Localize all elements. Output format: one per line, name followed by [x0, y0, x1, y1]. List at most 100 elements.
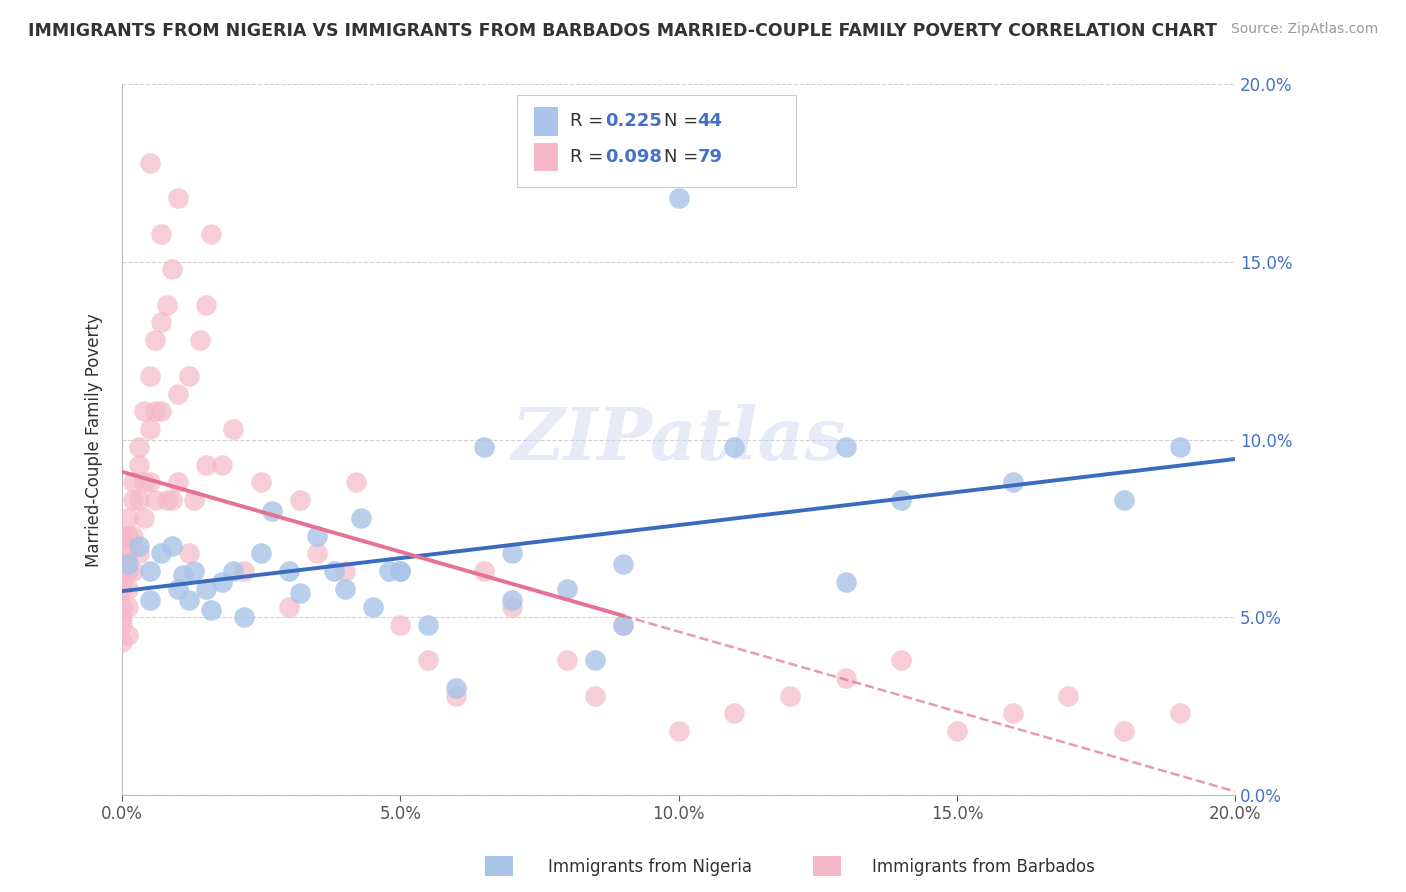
Point: [612, 617, 634, 632]
Point: [166, 582, 188, 596]
Point: [555, 653, 578, 667]
Point: [233, 564, 256, 578]
Point: [890, 653, 912, 667]
Point: [128, 440, 150, 454]
Point: [501, 599, 523, 614]
Point: [378, 564, 401, 578]
Point: [139, 368, 162, 383]
Point: [222, 564, 245, 578]
Point: [1001, 706, 1024, 721]
Point: [501, 592, 523, 607]
Point: [111, 635, 134, 649]
Point: [305, 546, 328, 560]
Bar: [534, 143, 558, 171]
Point: [166, 191, 188, 205]
Point: [117, 599, 139, 614]
Point: [194, 458, 217, 472]
Point: [233, 610, 256, 624]
Point: [117, 546, 139, 560]
Point: [723, 440, 745, 454]
Point: [139, 592, 162, 607]
Point: [612, 557, 634, 571]
Point: [111, 546, 134, 560]
Point: [1168, 440, 1191, 454]
Point: [288, 493, 311, 508]
Text: R =: R =: [569, 148, 609, 166]
Point: [1112, 493, 1135, 508]
Text: N =: N =: [664, 112, 704, 130]
Text: 0.098: 0.098: [605, 148, 662, 166]
Point: [250, 475, 273, 490]
Point: [128, 458, 150, 472]
Text: 0.225: 0.225: [605, 112, 662, 130]
Point: [668, 724, 690, 739]
Point: [211, 458, 233, 472]
Point: [111, 564, 134, 578]
Point: [155, 298, 177, 312]
Point: [117, 628, 139, 642]
Point: [111, 557, 134, 571]
Point: [177, 546, 200, 560]
Point: [160, 262, 183, 277]
Point: [222, 422, 245, 436]
Point: [418, 653, 440, 667]
Point: [150, 316, 173, 330]
Point: [183, 493, 205, 508]
Point: [139, 422, 162, 436]
Point: [1001, 475, 1024, 490]
Point: [145, 333, 167, 347]
Point: [145, 493, 167, 508]
Point: [117, 511, 139, 525]
Point: [177, 368, 200, 383]
Point: [111, 574, 134, 589]
Point: [262, 504, 284, 518]
Point: [139, 564, 162, 578]
Point: [117, 557, 139, 571]
Point: [111, 617, 134, 632]
Text: Immigrants from Barbados: Immigrants from Barbados: [872, 858, 1095, 876]
Point: [322, 564, 344, 578]
Point: [200, 227, 222, 241]
Point: [333, 582, 356, 596]
Text: Immigrants from Nigeria: Immigrants from Nigeria: [548, 858, 752, 876]
Point: [111, 599, 134, 614]
Point: [200, 603, 222, 617]
Point: [128, 546, 150, 560]
Point: [555, 582, 578, 596]
Point: [946, 724, 969, 739]
Point: [134, 511, 156, 525]
Point: [122, 564, 145, 578]
Point: [834, 574, 856, 589]
Point: [160, 493, 183, 508]
Point: [128, 493, 150, 508]
Point: [211, 574, 233, 589]
Point: [278, 599, 301, 614]
Point: [389, 617, 412, 632]
Point: [166, 475, 188, 490]
Point: [250, 546, 273, 560]
Point: [139, 155, 162, 169]
Point: [1168, 706, 1191, 721]
Point: [583, 689, 606, 703]
Point: [288, 585, 311, 599]
Point: [172, 567, 194, 582]
Text: R =: R =: [569, 112, 609, 130]
Point: [150, 227, 173, 241]
Point: [612, 617, 634, 632]
Y-axis label: Married-Couple Family Poverty: Married-Couple Family Poverty: [86, 313, 103, 566]
Point: [111, 529, 134, 543]
Text: IMMIGRANTS FROM NIGERIA VS IMMIGRANTS FROM BARBADOS MARRIED-COUPLE FAMILY POVERT: IMMIGRANTS FROM NIGERIA VS IMMIGRANTS FR…: [28, 22, 1218, 40]
Point: [305, 529, 328, 543]
Text: 44: 44: [697, 112, 723, 130]
Point: [834, 671, 856, 685]
Point: [117, 564, 139, 578]
Point: [188, 333, 211, 347]
Point: [117, 529, 139, 543]
Point: [472, 440, 495, 454]
Point: [166, 386, 188, 401]
Point: [501, 546, 523, 560]
Point: [111, 610, 134, 624]
Point: [361, 599, 384, 614]
Bar: [534, 107, 558, 136]
Point: [122, 529, 145, 543]
